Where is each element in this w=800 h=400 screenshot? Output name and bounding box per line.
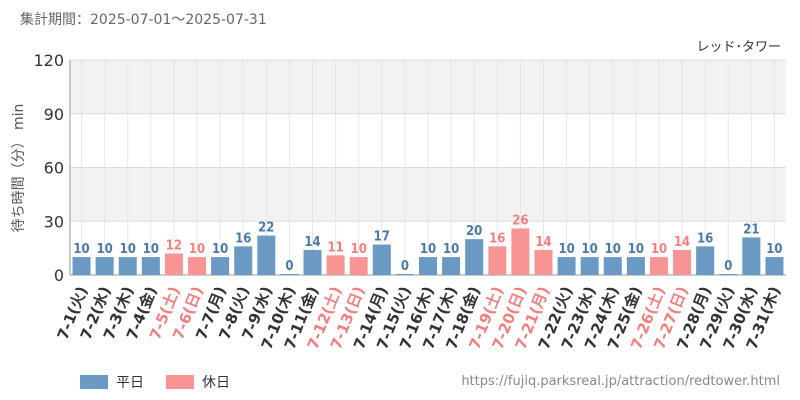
bar-value-labels: 10 10 10 10 12 10 10 16 22 0 14 11 10 17 0 10 10 20 16 26 14…: [73, 213, 782, 274]
bar-series: [72, 228, 784, 275]
bar-value-label: 10: [605, 242, 621, 257]
chart-legend: 平日 休日: [80, 372, 252, 392]
bar-value-label: 10: [120, 242, 136, 257]
bar: [534, 249, 553, 275]
bar-value-label: 10: [766, 242, 782, 257]
bar: [442, 257, 461, 275]
bar: [372, 244, 391, 275]
bar-value-label: 10: [443, 242, 459, 257]
bar-value-label: 10: [582, 242, 598, 257]
y-tick-label: 90: [44, 105, 64, 124]
bar: [465, 239, 484, 275]
bar: [673, 249, 692, 275]
bar-value-label: 17: [374, 230, 390, 245]
y-tick-label: 120: [33, 51, 64, 70]
bar: [557, 257, 576, 275]
bar: [603, 257, 622, 275]
y-tick-label: 60: [44, 159, 64, 178]
bar-value-label: 10: [420, 242, 436, 257]
y-tick-label: 0: [54, 266, 64, 285]
bar-value-label: 10: [628, 242, 644, 257]
legend-item-weekday: 平日: [80, 372, 144, 392]
bar: [72, 257, 91, 275]
bar: [696, 246, 715, 275]
bar-value-label: 0: [401, 259, 409, 274]
bar: [742, 237, 761, 275]
bar-value-label: 22: [258, 221, 274, 236]
bar-value-label: 16: [235, 231, 251, 246]
bar: [303, 249, 322, 275]
bar: [188, 257, 207, 275]
period-label: 集計期間：2025-07-01～2025-07-31: [20, 12, 267, 28]
legend-label-weekday: 平日: [116, 375, 144, 391]
y-axis-ticks: 0 30 60 90 120: [33, 51, 64, 285]
bar: [234, 246, 253, 275]
bar-value-label: 21: [743, 222, 759, 237]
bar-value-label: 11: [327, 240, 343, 255]
bar-value-label: 26: [512, 213, 528, 228]
bar-value-label: 12: [166, 239, 182, 254]
bar: [626, 257, 645, 275]
bar: [349, 257, 368, 275]
bar-value-label: 16: [489, 231, 505, 246]
bar: [141, 257, 160, 275]
bar-value-label: 10: [351, 242, 367, 257]
legend-label-holiday: 休日: [202, 375, 230, 391]
bar: [395, 274, 414, 275]
bar: [511, 228, 530, 275]
bar: [326, 255, 345, 275]
x-axis-ticks: 7-1(火)7-2(水)7-3(木)7-4(金)7-5(土)7-6(日)7-7(…: [54, 284, 785, 352]
bar-value-label: 0: [724, 259, 732, 274]
bar-value-label: 0: [285, 259, 293, 274]
y-axis-label: 待ち時間（分） min: [11, 104, 27, 233]
legend-item-holiday: 休日: [166, 372, 230, 392]
bar: [280, 274, 299, 275]
bar-value-label: 10: [97, 242, 113, 257]
y-tick-label: 30: [44, 212, 64, 231]
bar: [164, 253, 183, 275]
source-url: https://fujiq.parksreal.jp/attraction/re…: [461, 374, 780, 389]
bar: [95, 257, 114, 275]
bar-value-label: 20: [466, 224, 482, 239]
bar-value-label: 10: [73, 242, 89, 257]
bar: [211, 257, 230, 275]
bar: [580, 257, 599, 275]
legend-swatch-holiday: [166, 375, 194, 389]
bar-value-label: 14: [304, 235, 320, 250]
bar: [765, 257, 784, 275]
bar-value-label: 10: [143, 242, 159, 257]
bar-value-label: 14: [674, 235, 690, 250]
bar: [719, 274, 738, 275]
attraction-name: レッド･タワー: [696, 40, 781, 55]
legend-swatch-weekday: [80, 375, 108, 389]
bar: [488, 246, 507, 275]
bar-value-label: 16: [697, 231, 713, 246]
bar-value-label: 14: [535, 235, 551, 250]
bar: [257, 235, 276, 275]
bar-value-label: 10: [558, 242, 574, 257]
bar-value-label: 10: [212, 242, 228, 257]
bar-value-label: 10: [189, 242, 205, 257]
bar: [418, 257, 438, 275]
bar-value-label: 10: [651, 242, 667, 257]
bar: [649, 257, 668, 275]
bar: [118, 257, 137, 275]
